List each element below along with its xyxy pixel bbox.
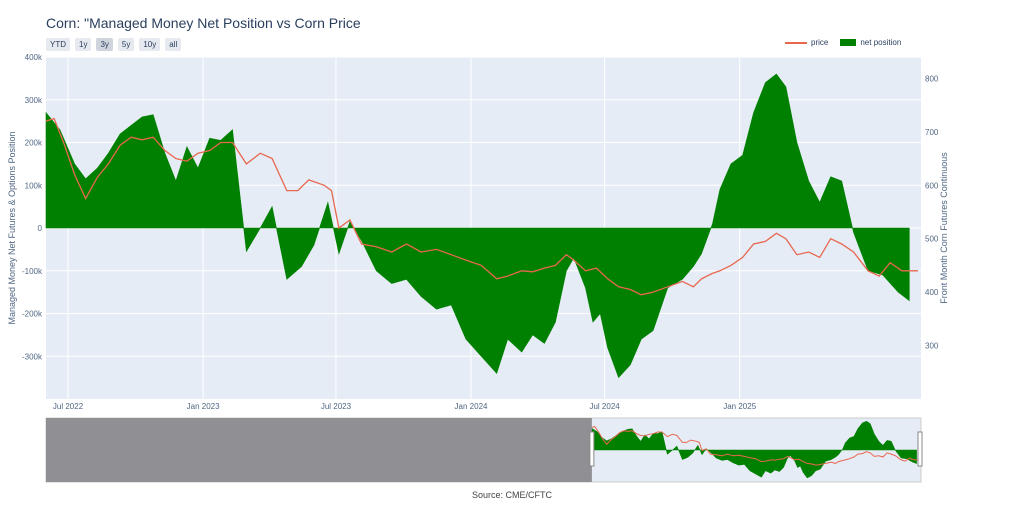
y-left-tick-label: -200k: [22, 310, 43, 319]
y-right-tick-label: 600: [925, 181, 939, 190]
range-button-1y[interactable]: 1y: [75, 38, 92, 51]
x-tick-label: Jan 2025: [723, 402, 756, 411]
y-left-tick-label: -300k: [22, 352, 43, 361]
y-left-axis-title: Managed Money Net Futures & Options Posi…: [7, 131, 17, 324]
price-line: [45, 117, 919, 296]
legend: price net position: [785, 38, 901, 47]
range-slider-net-position: [591, 420, 917, 479]
y-left-tick-label: 0: [38, 224, 43, 233]
range-button-ytd[interactable]: YTD: [46, 38, 70, 51]
range-button-10y[interactable]: 10y: [139, 38, 161, 51]
range-slider-mask: [46, 418, 592, 482]
range-selector: YTD 1y 3y 5y 10y all: [46, 38, 182, 51]
range-slider-handle-right[interactable]: [917, 431, 923, 467]
y-left-tick-label: 300k: [25, 96, 43, 105]
x-tick-label: Jul 2024: [589, 402, 620, 411]
legend-net-position-swatch[interactable]: [840, 39, 857, 46]
y-right-tick-label: 500: [925, 235, 939, 244]
y-right-axis-title: Front Month Corn Futures Continuous: [939, 152, 949, 304]
legend-net-position-label[interactable]: net position: [860, 38, 902, 47]
x-tick-label: Jan 2024: [455, 402, 488, 411]
y-right-tick-label: 800: [925, 74, 939, 83]
y-left-tick-label: 100k: [25, 181, 43, 190]
range-slider-price: [591, 426, 920, 466]
chart-title: Corn: "Managed Money Net Position vs Cor…: [46, 15, 361, 31]
source-note: Source: CME/CFTC: [471, 490, 552, 500]
x-tick-label: Jul 2022: [53, 402, 84, 411]
y-right-tick-label: 400: [925, 288, 939, 297]
y-right-tick-label: 700: [925, 128, 939, 137]
y-right-tick-label: 300: [925, 342, 939, 351]
x-tick-label: Jan 2023: [187, 402, 220, 411]
net-position-area: [45, 73, 910, 379]
legend-price-label[interactable]: price: [811, 38, 829, 47]
range-button-3y[interactable]: 3y: [96, 38, 113, 51]
y-left-tick-label: 200k: [25, 139, 43, 148]
legend-price-swatch[interactable]: [785, 41, 807, 44]
range-button-all[interactable]: all: [165, 38, 182, 51]
x-tick-label: Jul 2023: [321, 402, 352, 411]
y-left-tick-label: 400k: [25, 53, 43, 62]
range-button-5y[interactable]: 5y: [117, 38, 135, 51]
y-left-tick-label: -100k: [22, 267, 43, 276]
range-slider-handle-left[interactable]: [589, 431, 595, 467]
